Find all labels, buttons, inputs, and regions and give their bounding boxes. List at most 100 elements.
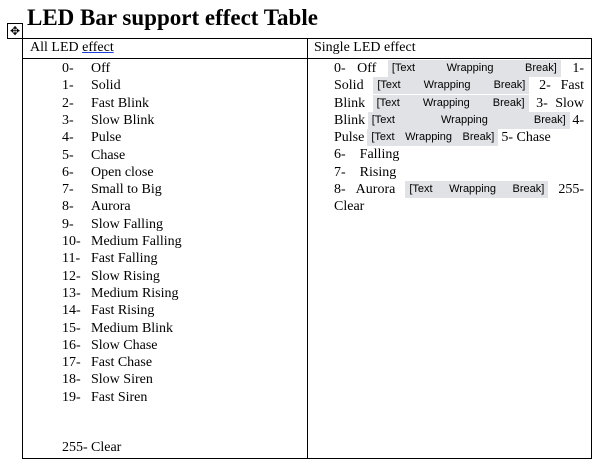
text-segment: Break] (462, 131, 495, 143)
text-segment: 7- (334, 165, 346, 180)
text-segment: [Text (371, 131, 395, 143)
single-line-7: 7- Rising (334, 164, 584, 181)
list-item: 4- Pulse (62, 129, 121, 146)
item-number: 17- (62, 355, 81, 371)
text-segment: [Text (371, 114, 395, 126)
item-number: 9- (62, 216, 74, 232)
item-label: Solid (91, 78, 121, 94)
list-item: 19- Fast Siren (62, 389, 147, 406)
text-segment: Slow (555, 96, 584, 111)
item-number: 12- (62, 268, 81, 284)
item-number: 14- (62, 303, 81, 319)
text-segment: Falling (359, 147, 400, 162)
list-item: 18- Slow Siren (62, 371, 153, 388)
list-item: 2- Fast Blink (62, 95, 149, 112)
text-segment: 5- Chase (501, 130, 551, 145)
item-number: 6- (62, 164, 74, 180)
text-wrapping-break: [Text Wrapping Break] (373, 77, 530, 94)
text-segment: 8- (334, 182, 346, 197)
item-number: 0- (62, 61, 74, 76)
text-segment: Rising (359, 165, 397, 180)
text-wrapping-break: [Text Wrapping Break] (367, 112, 570, 129)
single-line-8: 8- Aurora [Text Wrapping Break] 255- (334, 181, 584, 198)
text-segment: Wrapping (440, 114, 488, 126)
text-segment: Blink (334, 96, 366, 111)
text-segment: Break] (533, 114, 566, 126)
item-number: 10- (62, 234, 81, 249)
item-label: Medium Blink (91, 320, 174, 336)
list-item: 5- Chase (62, 147, 125, 164)
text-segment: Wrapping (405, 131, 452, 143)
item-number: 2- (62, 95, 74, 111)
item-label: Open close (91, 164, 154, 180)
item-label: Fast Blink (91, 95, 149, 111)
list-item: 0- Off (62, 60, 110, 77)
list-item: 14- Fast Rising (62, 302, 154, 319)
page-title: LED Bar support effect Table (27, 5, 318, 30)
text-segment: 2- (539, 78, 551, 93)
item-label: Slow Siren (91, 372, 153, 388)
item-label: Slow Rising (91, 268, 160, 284)
item-label: Small to Big (91, 182, 162, 198)
text-segment: 3- (536, 96, 548, 111)
text-segment: [Text (377, 79, 401, 91)
list-item: 11- Fast Falling (62, 250, 158, 267)
item-number: 13- (62, 285, 81, 301)
header-single-led: Single LED effect (314, 40, 416, 55)
list-item: 1- Solid (62, 77, 121, 94)
item-label: Medium Falling (91, 234, 182, 249)
text-segment: 1- (572, 61, 584, 76)
item-label: Slow Chase (91, 337, 158, 353)
column-divider (307, 39, 308, 458)
table-move-handle-icon[interactable]: ✥ (7, 23, 23, 39)
effect-table: All LED effect Single LED effect 0- Off 1-… (22, 38, 592, 459)
list-item: 15- Medium Blink (62, 320, 173, 337)
text-segment: [Text (376, 97, 400, 109)
text-wrapping-break: [Text Wrapping Break] (367, 129, 499, 146)
text-segment: Solid (334, 78, 364, 93)
item-number: 7- (62, 182, 74, 198)
text-segment: Wrapping (449, 183, 496, 195)
list-item: 3- Slow Blink (62, 112, 154, 129)
item-label: Off (91, 61, 111, 76)
text-segment: Wrapping (423, 79, 471, 91)
item-label: Slow Blink (91, 112, 155, 128)
text-segment: 255- (558, 182, 584, 197)
text-wrapping-break: [Text Wrapping Break] (372, 95, 529, 112)
text-segment: Break] (525, 62, 557, 74)
text-segment: Break] (512, 183, 545, 195)
list-item: 12- Slow Rising (62, 268, 160, 285)
header-divider (23, 58, 591, 59)
text-wrapping-break: [Text Wrapping Break] (405, 181, 549, 198)
item-number: 16- (62, 337, 81, 353)
list-item: 255- Clear (62, 439, 121, 456)
item-label: Clear (91, 440, 122, 455)
text-segment: Break] (492, 97, 525, 109)
text-segment: [Text (409, 183, 433, 195)
item-label: Slow Falling (91, 216, 163, 232)
text-segment: Aurora (355, 182, 396, 197)
text-segment: 4- (572, 113, 584, 128)
header-link[interactable]: effect (82, 40, 114, 55)
list-item: 10- Medium Falling (62, 233, 182, 250)
text-segment: Off (357, 61, 377, 76)
single-line-9: Clear (334, 198, 584, 215)
header-all-led: All LED effect (30, 40, 114, 56)
item-number: 8- (62, 199, 74, 215)
single-line-1: 0- Off [Text Wrapping Break] 1- (334, 60, 584, 77)
text-segment: 0- (334, 61, 346, 76)
single-line-2: Solid [Text Wrapping Break] 2- Fast (334, 77, 584, 94)
list-item: 9- Slow Falling (62, 216, 163, 233)
item-number: 4- (62, 130, 74, 146)
list-item: 16- Slow Chase (62, 337, 158, 354)
header-text: All LED (30, 40, 79, 55)
text-segment: Break] (493, 79, 526, 91)
list-item: 6- Open close (62, 164, 154, 181)
item-number: 15- (62, 320, 81, 336)
item-number: 19- (62, 389, 81, 405)
list-item: 7- Small to Big (62, 181, 162, 198)
item-label: Fast Rising (91, 303, 155, 319)
text-wrapping-break: [Text Wrapping Break] (387, 60, 561, 77)
item-label: Chase (91, 147, 126, 163)
text-segment: Pulse (334, 130, 365, 145)
